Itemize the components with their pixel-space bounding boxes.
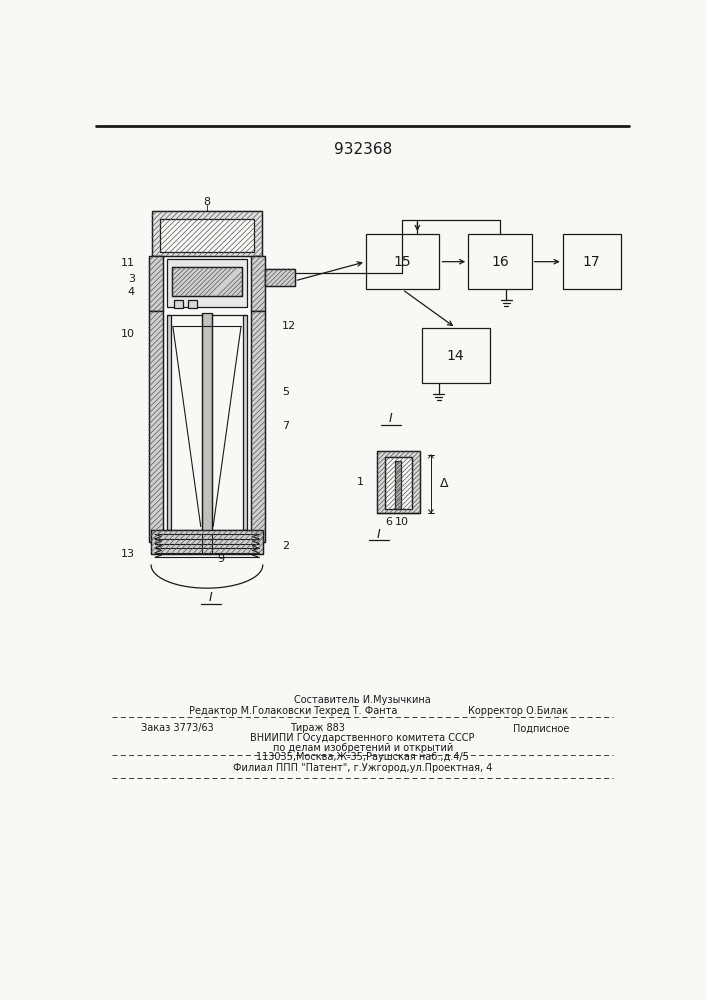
Text: 3: 3 [128,274,135,284]
Text: ВНИИПИ ГОсударственного комитета СССР: ВНИИПИ ГОсударственного комитета СССР [250,733,475,743]
Bar [563,234,621,289]
Bar [187,300,197,308]
Text: Тираж 883: Тираж 883 [290,723,344,733]
Text: 932368: 932368 [334,142,392,157]
Text: 10: 10 [395,517,409,527]
Bar [265,269,295,286]
Bar [149,256,163,311]
Text: 2: 2 [282,541,289,551]
Text: 8: 8 [204,197,211,207]
Bar [167,259,247,307]
Text: 11: 11 [121,258,135,268]
Bar [421,328,490,383]
Bar [160,219,255,252]
Bar [251,311,265,542]
Text: Филиал ППП "Патент", г.Ужгород,ул.Проектная, 4: Филиал ППП "Патент", г.Ужгород,ул.Проект… [233,763,492,773]
Text: Корректор О.Билак: Корректор О.Билак [468,706,568,716]
Text: 14: 14 [447,349,464,363]
Bar [265,269,295,286]
Text: 17: 17 [583,255,600,269]
Text: 15: 15 [393,255,411,269]
Bar [152,211,262,256]
Bar [202,313,211,534]
Text: 13: 13 [121,549,135,559]
Bar [385,457,412,509]
Text: Заказ 3773/63: Заказ 3773/63 [141,723,214,733]
Bar [251,311,265,542]
Bar [468,234,532,289]
Bar [251,256,265,311]
Text: 12: 12 [282,321,296,331]
Bar [152,211,262,256]
Text: по делам изобретений и открытий: по делам изобретений и открытий [273,743,453,753]
Text: 6: 6 [385,517,392,527]
Text: Δ: Δ [440,477,449,490]
Text: I: I [377,528,381,541]
Text: 1: 1 [356,477,363,487]
Bar [151,530,263,554]
Bar [149,311,163,542]
Text: 10: 10 [121,329,135,339]
Bar [172,267,242,296]
Text: Подписное: Подписное [513,723,569,733]
Text: Редактор М.Голаковски: Редактор М.Голаковски [189,706,312,716]
Text: 113035,Москва,Ж-35,Раушская наб.,д.4/5: 113035,Москва,Ж-35,Раушская наб.,д.4/5 [257,752,469,762]
Bar [378,451,420,513]
Bar [243,315,247,530]
Bar [174,300,183,308]
Bar [366,234,440,289]
Text: I: I [209,591,213,604]
Text: I: I [389,412,392,425]
Bar [251,256,265,311]
Text: 5: 5 [282,387,289,397]
Bar [172,267,242,296]
Bar [378,451,420,513]
Text: 9: 9 [217,554,224,564]
Bar [149,311,163,542]
Text: Составитель И.Музычкина: Составитель И.Музычкина [294,695,431,705]
Text: 7: 7 [282,421,289,431]
Bar [395,461,402,509]
Bar [151,530,263,554]
Text: 16: 16 [491,255,509,269]
Bar [149,256,163,311]
Bar [167,315,170,530]
Text: Техред Т. Фанта: Техред Т. Фанта [313,706,397,716]
Text: 4: 4 [128,287,135,297]
